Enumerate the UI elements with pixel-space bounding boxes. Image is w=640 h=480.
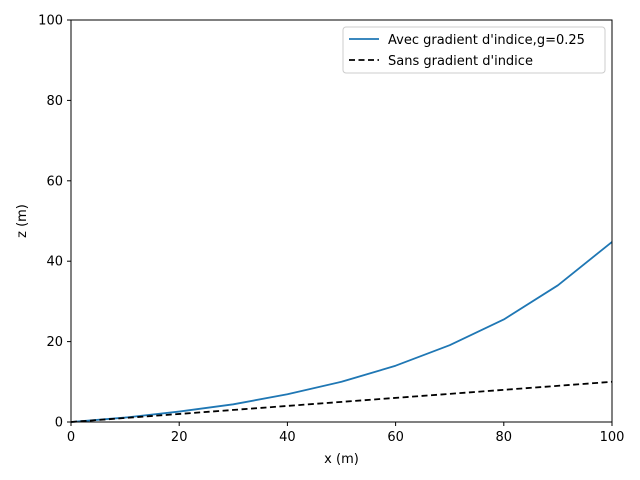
legend: Avec gradient d'indice,g=0.25 Sans gradi… xyxy=(342,26,606,74)
series-line-sans-gradient xyxy=(70,380,613,423)
x-tick-label: 80 xyxy=(496,430,513,445)
y-tick-label: 40 xyxy=(46,255,63,270)
legend-label-sans-gradient: Sans gradient d'indice xyxy=(388,54,533,69)
series-layer xyxy=(70,241,613,423)
legend-box xyxy=(342,26,606,74)
x-tick-label: 20 xyxy=(171,430,188,445)
x-axis-label: x (m) xyxy=(324,452,359,467)
ticks-layer: 0 20 40 60 80 100 0 20 40 60 80 100 xyxy=(38,14,624,446)
y-axis-label: z (m) xyxy=(15,204,30,238)
x-tick-label: 100 xyxy=(600,430,625,445)
x-tick-label: 40 xyxy=(279,430,296,445)
y-tick-label: 100 xyxy=(38,14,63,29)
plot-frame xyxy=(70,19,613,423)
y-tick-label: 0 xyxy=(55,416,63,431)
plot-area xyxy=(71,20,612,422)
x-tick-label: 0 xyxy=(67,430,75,445)
y-tick-label: 20 xyxy=(46,335,63,350)
legend-label-avec-gradient: Avec gradient d'indice,g=0.25 xyxy=(388,33,585,48)
y-tick-label: 60 xyxy=(46,174,63,189)
series-line-avec-gradient xyxy=(70,241,613,423)
x-tick-label: 60 xyxy=(387,430,404,445)
y-tick-label: 80 xyxy=(46,94,63,109)
